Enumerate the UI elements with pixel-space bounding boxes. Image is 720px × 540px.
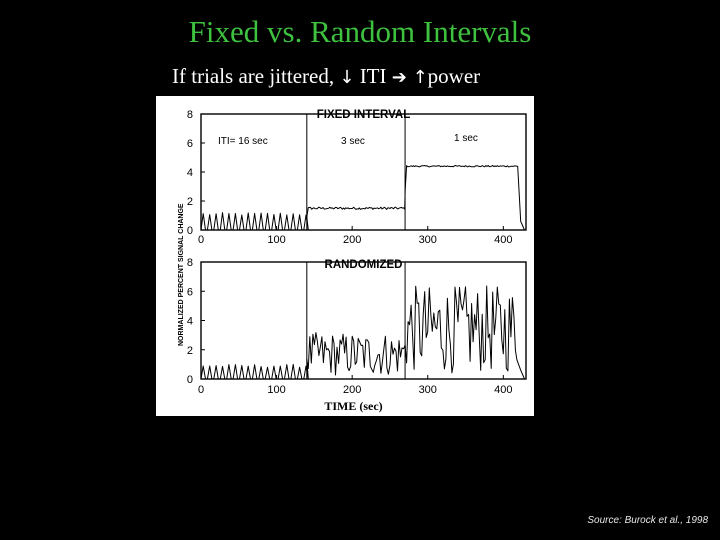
y-tick-label: 2 <box>187 196 193 208</box>
x-tick-label: 300 <box>419 234 437 246</box>
panel-title-1: FIXED INTERVAL <box>317 109 411 121</box>
y-tick-label: 8 <box>187 257 193 269</box>
x-tick-label: 400 <box>494 234 512 246</box>
subtitle-text-1: If trials are jittered, <box>172 64 340 88</box>
y-tick-label: 0 <box>187 225 193 237</box>
y-tick-label: 4 <box>187 167 193 179</box>
x-tick-label: 0 <box>198 234 204 246</box>
up-arrow-icon: ↑ <box>406 67 428 88</box>
y-tick-label: 8 <box>187 109 193 121</box>
x-tick-label: 100 <box>267 384 285 396</box>
interval-annotation: ITI= 16 sec <box>218 136 268 147</box>
y-tick-label: 6 <box>187 138 193 150</box>
subtitle-text-3: power <box>427 64 481 88</box>
right-arrow-icon: ➔ <box>391 67 407 88</box>
y-axis-label: NORMALIZED PERCENT SIGNAL CHANGE <box>178 203 185 346</box>
plot-frame-1 <box>200 113 527 231</box>
x-axis-label: TIME (sec) <box>324 399 382 413</box>
figure-svg: NORMALIZED PERCENT SIGNAL CHANGE FIXED IN… <box>178 109 527 413</box>
interval-annotation: 1 sec <box>454 133 478 144</box>
slide-subtitle: If trials are jittered, ↓ ITI ➔ ↑power <box>172 64 480 89</box>
y-tick-label: 6 <box>187 286 193 298</box>
x-tick-label: 400 <box>494 384 512 396</box>
panel-title-2: RANDOMIZED <box>325 259 403 271</box>
slide-title: Fixed vs. Random Intervals <box>188 14 532 49</box>
x-tick-label: 200 <box>343 234 361 246</box>
interval-annotation: 3 sec <box>341 136 365 147</box>
x-tick-label: 100 <box>267 234 285 246</box>
y-tick-label: 4 <box>187 316 193 328</box>
x-tick-label: 200 <box>343 384 361 396</box>
signal-trace-1 <box>200 165 525 231</box>
y-tick-label: 0 <box>187 374 193 386</box>
source-citation: Source: Burock et al., 1998 <box>587 515 708 526</box>
signal-trace-2 <box>200 285 525 380</box>
down-arrow-icon: ↓ <box>339 67 355 88</box>
y-tick-label: 2 <box>187 345 193 357</box>
x-tick-label: 300 <box>419 384 437 396</box>
subtitle-text-2: ITI <box>354 64 392 88</box>
x-tick-label: 0 <box>198 384 204 396</box>
figure-panel: NORMALIZED PERCENT SIGNAL CHANGE FIXED IN… <box>156 96 534 416</box>
